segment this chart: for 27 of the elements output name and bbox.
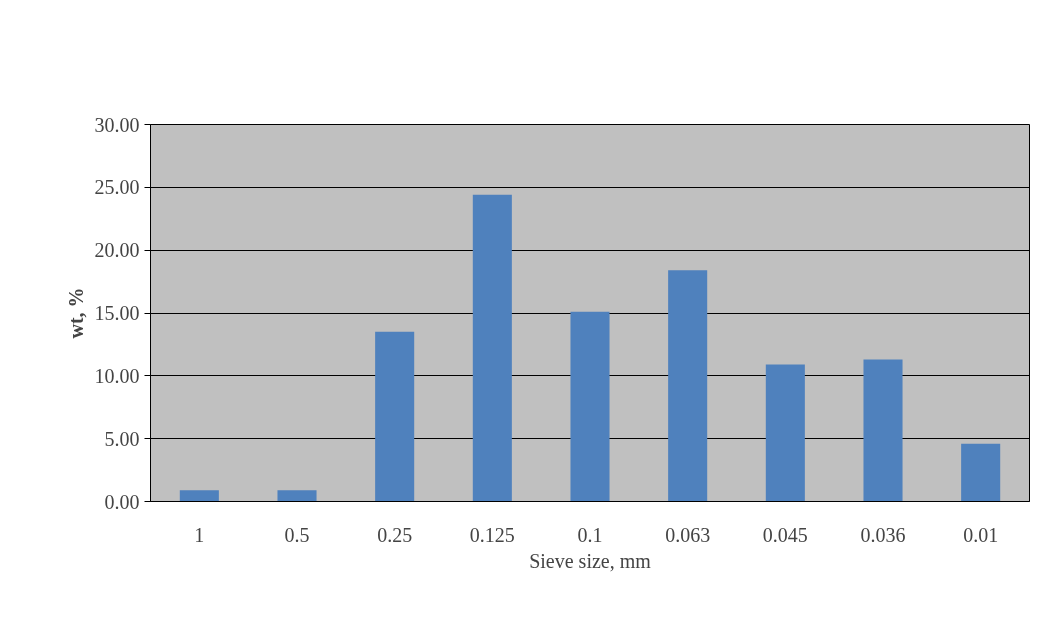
x-tick-label: 0.5	[284, 523, 310, 546]
x-tick-label: 0.045	[762, 523, 808, 546]
y-tick-label: 5.00	[104, 427, 140, 450]
x-tick-label: 0.063	[665, 523, 711, 546]
y-tick-label: 0.00	[104, 490, 140, 513]
y-tick-label: 25.00	[94, 176, 140, 199]
x-tick-label: 0.036	[860, 523, 906, 546]
bar	[179, 490, 219, 502]
y-tick-label: 20.00	[94, 239, 140, 262]
x-tick-label: 1	[194, 523, 205, 546]
bar	[375, 331, 415, 502]
bar	[765, 364, 805, 502]
y-tick-label: 10.00	[94, 364, 140, 387]
x-axis-title: Sieve size, mm	[529, 549, 652, 572]
bar	[863, 359, 903, 502]
bar	[472, 194, 512, 502]
x-tick-label: 0.25	[377, 523, 413, 546]
bar	[570, 311, 610, 502]
y-tick-label: 15.00	[94, 302, 140, 324]
x-tick-label: 0.01	[963, 523, 999, 546]
x-tick-label: 0.125	[469, 523, 515, 546]
x-tick-label: 0.1	[577, 523, 603, 546]
bar	[668, 270, 708, 502]
y-tick-label: 30.00	[94, 113, 140, 136]
bar	[961, 443, 1001, 502]
y-axis-title: wt, %	[64, 287, 87, 339]
bar	[277, 490, 317, 502]
